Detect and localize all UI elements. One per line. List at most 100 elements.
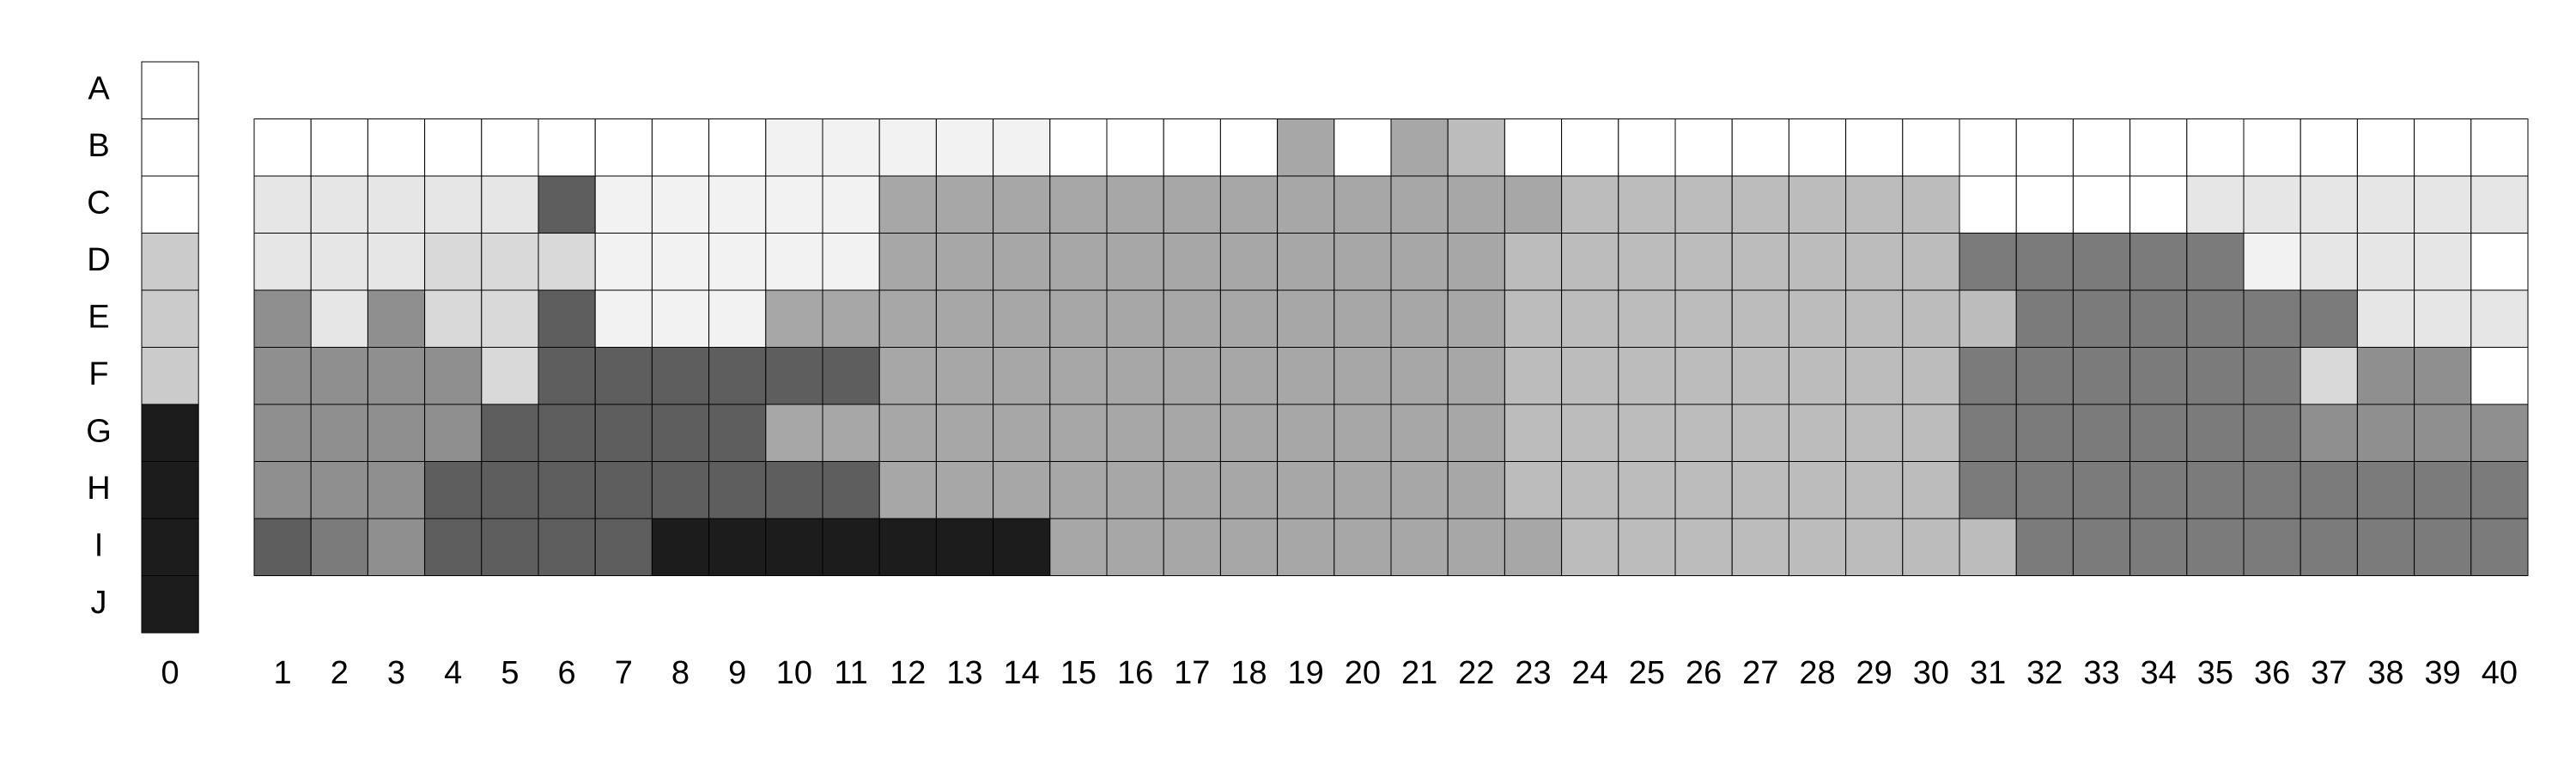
- column-label-23: 23: [1515, 655, 1551, 691]
- row-label-J: J: [91, 585, 107, 621]
- column-label-17: 17: [1174, 655, 1210, 691]
- heatmap-cell-F28: [1788, 347, 1847, 405]
- column-label-29: 29: [1856, 655, 1893, 691]
- row-label-C: C: [87, 185, 110, 221]
- heatmap-cell-B28: [1788, 118, 1847, 177]
- heatmap-cell-F4: [424, 347, 483, 405]
- heatmap-cell-G27: [1731, 404, 1789, 462]
- heatmap-cell-H22: [1447, 461, 1505, 519]
- heatmap-cell-C26: [1674, 175, 1733, 234]
- heatmap-cell-E33: [2072, 289, 2131, 348]
- heatmap-cell-I18: [1219, 518, 1279, 576]
- heatmap-cell-G8: [651, 404, 710, 462]
- heatmap-cell-G39: [2414, 404, 2472, 462]
- column-label-12: 12: [890, 655, 926, 691]
- heatmap-cell-C9: [708, 175, 767, 234]
- heatmap-cell-C15: [1049, 175, 1108, 234]
- heatmap-cell-E4: [424, 289, 483, 348]
- column-label-20: 20: [1345, 655, 1381, 691]
- heatmap-cell-B17: [1163, 118, 1221, 177]
- heatmap-cell-I32: [2015, 518, 2074, 576]
- heatmap-cell-E19: [1277, 289, 1335, 348]
- heatmap-cell-F37: [2300, 347, 2358, 405]
- column-label-2: 2: [331, 655, 349, 691]
- heatmap-cell-E8: [651, 289, 710, 348]
- reference-cell-F: [141, 347, 199, 405]
- heatmap-cell-E15: [1049, 289, 1108, 348]
- heatmap-cell-G25: [1618, 404, 1676, 462]
- heatmap-cell-H11: [822, 461, 880, 519]
- heatmap-cell-I8: [651, 518, 710, 576]
- heatmap-cell-C39: [2414, 175, 2472, 234]
- heatmap-cell-D18: [1219, 233, 1279, 291]
- heatmap-cell-C34: [2129, 175, 2188, 234]
- column-label-27: 27: [1742, 655, 1778, 691]
- heatmap-cell-G6: [538, 404, 596, 462]
- heatmap-cell-E38: [2356, 289, 2415, 348]
- column-label-11: 11: [834, 655, 867, 691]
- heatmap-cell-D31: [1959, 233, 2017, 291]
- heatmap-cell-I7: [594, 518, 653, 576]
- heatmap-cell-G37: [2300, 404, 2358, 462]
- heatmap-cell-F8: [651, 347, 710, 405]
- heatmap-cell-G10: [765, 404, 823, 462]
- heatmap-cell-D2: [310, 233, 368, 291]
- heatmap-cell-I19: [1277, 518, 1335, 576]
- heatmap-cell-C25: [1618, 175, 1676, 234]
- heatmap-cell-F12: [878, 347, 937, 405]
- row-label-G: G: [86, 413, 112, 449]
- column-label-30: 30: [1913, 655, 1949, 691]
- heatmap-cell-E37: [2300, 289, 2358, 348]
- column-label-8: 8: [671, 655, 690, 691]
- heatmap-cell-E25: [1618, 289, 1676, 348]
- heatmap-cell-H39: [2414, 461, 2472, 519]
- heatmap-cell-E29: [1845, 289, 1904, 348]
- row-label-F: F: [88, 356, 108, 392]
- heatmap-cell-I4: [424, 518, 483, 576]
- heatmap-cell-H14: [993, 461, 1051, 519]
- heatmap-cell-F23: [1504, 347, 1563, 405]
- heatmap-cell-F38: [2356, 347, 2415, 405]
- heatmap-cell-D30: [1902, 233, 1960, 291]
- heatmap-cell-B40: [2470, 118, 2529, 177]
- heatmap-cell-C16: [1106, 175, 1164, 234]
- column-label-7: 7: [615, 655, 633, 691]
- heatmap-cell-F6: [538, 347, 596, 405]
- heatmap-cell-C18: [1219, 175, 1279, 234]
- column-label-1: 1: [274, 655, 292, 691]
- heatmap-cell-E17: [1163, 289, 1221, 348]
- heatmap-cell-F22: [1447, 347, 1505, 405]
- heatmap-cell-G35: [2186, 404, 2245, 462]
- heatmap-cell-G14: [993, 404, 1051, 462]
- heatmap-cell-B12: [878, 118, 937, 177]
- heatmap-cell-F9: [708, 347, 767, 405]
- heatmap-cell-I17: [1163, 518, 1221, 576]
- heatmap-cell-C30: [1902, 175, 1960, 234]
- heatmap-cell-C4: [424, 175, 483, 234]
- heatmap-cell-G17: [1163, 404, 1221, 462]
- column-label-33: 33: [2083, 655, 2119, 691]
- heatmap-cell-E18: [1219, 289, 1279, 348]
- heatmap-cell-G1: [253, 404, 312, 462]
- heatmap-cell-E3: [367, 289, 426, 348]
- heatmap-cell-F33: [2072, 347, 2131, 405]
- heatmap-cell-B38: [2356, 118, 2415, 177]
- heatmap-cell-C22: [1447, 175, 1505, 234]
- reference-cell-H: [141, 461, 199, 519]
- heatmap-cell-H26: [1674, 461, 1733, 519]
- heatmap-cell-B25: [1618, 118, 1676, 177]
- heatmap-cell-E12: [878, 289, 937, 348]
- heatmap-cell-D34: [2129, 233, 2188, 291]
- column-label-36: 36: [2254, 655, 2290, 691]
- column-label-18: 18: [1230, 655, 1267, 691]
- heatmap-cell-H5: [481, 461, 539, 519]
- heatmap-cell-H33: [2072, 461, 2131, 519]
- heatmap-cell-G11: [822, 404, 880, 462]
- heatmap-cell-E28: [1788, 289, 1847, 348]
- heatmap-cell-E27: [1731, 289, 1789, 348]
- heatmap-cell-D15: [1049, 233, 1108, 291]
- heatmap-cell-D23: [1504, 233, 1563, 291]
- heatmap-cell-G5: [481, 404, 539, 462]
- heatmap-cell-E6: [538, 289, 596, 348]
- heatmap-cell-G13: [935, 404, 994, 462]
